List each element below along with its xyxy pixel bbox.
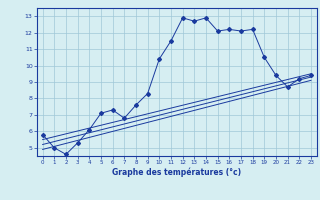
X-axis label: Graphe des températures (°c): Graphe des températures (°c) <box>112 168 241 177</box>
